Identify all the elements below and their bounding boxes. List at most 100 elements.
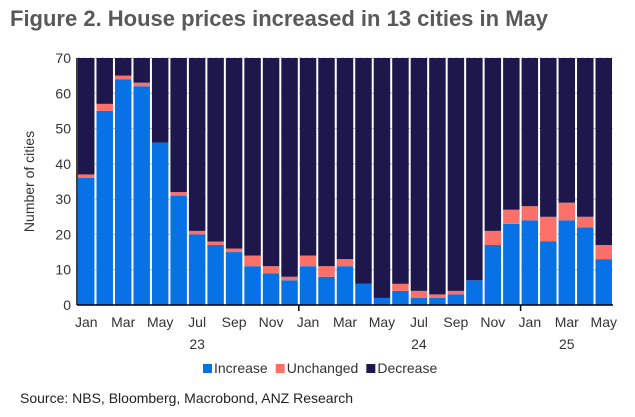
bar-decrease [188, 58, 206, 231]
bar-unchanged [484, 230, 502, 246]
bar-unchanged [521, 206, 539, 221]
x-tick-label: Jan [75, 314, 98, 330]
x-tick-label: Nov [259, 314, 284, 330]
bar-increase [78, 177, 95, 305]
x-tick-label: Jan [519, 314, 542, 330]
bar-unchanged [429, 294, 446, 298]
bar-increase [577, 227, 594, 305]
bar-unchanged [410, 290, 428, 298]
bar-unchanged [336, 259, 354, 267]
bar-increase [447, 294, 465, 305]
bar-unchanged [540, 216, 557, 242]
x-tick-label: Sep [222, 314, 247, 330]
bar-unchanged [281, 276, 298, 281]
bar-decrease [595, 58, 612, 246]
bar-unchanged [318, 266, 335, 277]
bar-decrease [392, 58, 409, 284]
bar-decrease [373, 58, 391, 298]
x-tick-label: Jul [410, 314, 428, 330]
bar-decrease [225, 58, 243, 249]
bar-unchanged [595, 245, 612, 260]
bar-increase [336, 266, 354, 305]
bar-increase [318, 276, 335, 305]
bar-decrease [429, 58, 446, 295]
bar-unchanged [244, 255, 261, 267]
x-tick-label: Jul [188, 314, 206, 330]
x-tick-label: May [591, 314, 617, 330]
bar-decrease [484, 58, 502, 231]
legend-label-increase: Increase [214, 360, 268, 376]
y-tick-label: 40 [55, 156, 71, 172]
bar-increase [429, 297, 446, 305]
source-note: Source: NBS, Bloomberg, Macrobond, ANZ R… [20, 390, 354, 406]
bar-increase [133, 86, 150, 305]
x-tick-label: May [147, 314, 173, 330]
bar-increase [170, 195, 187, 305]
legend-swatch-increase [203, 364, 212, 373]
chart-title: Figure 2. House prices increased in 13 c… [10, 6, 548, 31]
x-tick-label: Jan [297, 314, 320, 330]
bar-decrease [133, 58, 150, 83]
bar-decrease [318, 58, 335, 267]
y-tick-label: 0 [63, 297, 71, 313]
legend-label-unchanged: Unchanged [287, 360, 359, 376]
bar-unchanged [447, 290, 465, 295]
bar-decrease [355, 58, 372, 284]
x-year-label: 25 [559, 336, 575, 352]
bar-decrease [336, 58, 354, 260]
bar-increase [521, 220, 539, 305]
x-year-label: 23 [189, 336, 205, 352]
bar-unchanged [503, 209, 520, 224]
bar-increase [540, 241, 557, 305]
bar-increase [355, 283, 372, 305]
bar-unchanged [558, 202, 576, 221]
bar-decrease [244, 58, 261, 256]
bar-unchanged [225, 248, 243, 253]
bar-decrease [114, 58, 132, 76]
bar-increase [503, 223, 520, 305]
y-tick-label: 30 [55, 191, 71, 207]
bar-decrease [78, 58, 95, 175]
bar-increase [114, 79, 132, 306]
x-tick-label: Mar [555, 314, 579, 330]
x-tick-label: Mar [333, 314, 357, 330]
legend-swatch-decrease [366, 364, 376, 373]
bar-unchanged [133, 82, 150, 87]
bar-increase [466, 280, 483, 305]
y-tick-label: 60 [55, 85, 71, 101]
bar-increase [244, 266, 261, 305]
bar-decrease [170, 58, 187, 193]
bar-increase [373, 297, 391, 305]
x-tick-label: Sep [443, 314, 468, 330]
bar-unchanged [207, 241, 224, 246]
bar-decrease [558, 58, 576, 203]
bar-decrease [207, 58, 224, 242]
bar-decrease [151, 58, 169, 143]
bar-increase [262, 273, 280, 305]
bar-unchanged [170, 192, 187, 196]
x-year-label: 24 [411, 336, 427, 352]
bar-increase [299, 266, 317, 305]
y-axis-label: Number of cities [21, 131, 37, 232]
bar-unchanged [299, 255, 317, 267]
bar-decrease [540, 58, 557, 217]
bar-unchanged [96, 103, 113, 111]
y-tick-label: 20 [55, 226, 71, 242]
bar-unchanged [392, 283, 409, 291]
bar-decrease [503, 58, 520, 210]
bar-unchanged [78, 174, 95, 178]
bar-increase [558, 220, 576, 305]
x-tick-label: Nov [480, 314, 505, 330]
y-tick-label: 10 [55, 262, 71, 278]
y-tick-label: 70 [55, 50, 71, 66]
bar-increase [595, 259, 612, 305]
y-tick-label: 50 [55, 121, 71, 137]
bar-increase [96, 110, 113, 305]
x-tick-label: May [369, 314, 395, 330]
x-tick-label: Mar [111, 314, 135, 330]
bar-increase [484, 245, 502, 305]
bar-decrease [577, 58, 594, 217]
bar-unchanged [114, 75, 132, 80]
bar-increase [225, 252, 243, 305]
